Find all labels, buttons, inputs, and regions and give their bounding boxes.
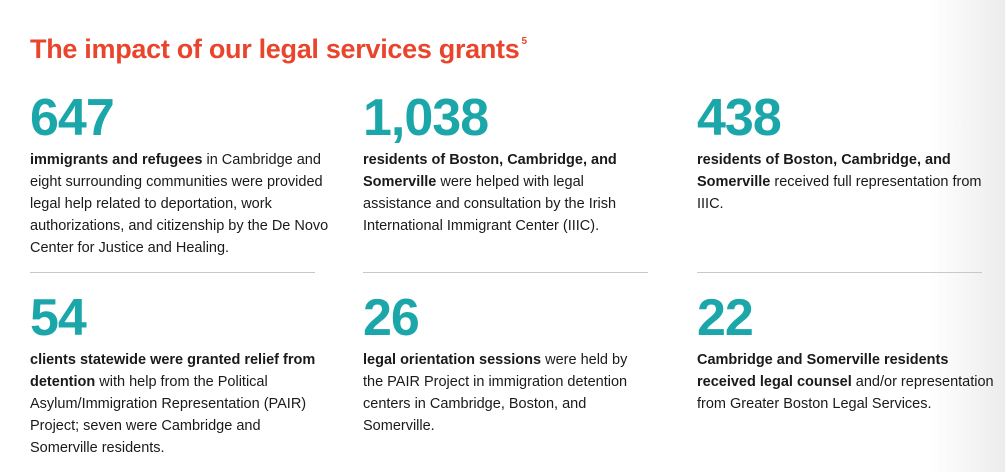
stat-text: were held by the PAIR Project in immigra… [363, 352, 628, 434]
stat-highlight: residents of Boston, Cambridge, and Some… [697, 152, 951, 190]
stat-number: 26 [363, 289, 420, 347]
stat-description: Cambridge and Somerville residents recei… [697, 349, 997, 415]
stat-number: 438 [697, 89, 782, 147]
stat-number: 22 [697, 289, 754, 347]
stat-description: residents of Boston, Cambridge, and Some… [363, 149, 638, 237]
stat-number: 647 [30, 89, 115, 147]
stat-description: clients statewide were granted relief fr… [30, 349, 330, 459]
stat: 647 immigrants and refugees in Cambridge … [30, 92, 330, 259]
stat-highlight: clients statewide were granted relief fr… [30, 352, 316, 390]
stat: 54 clients statewide were granted relief … [30, 292, 330, 459]
stat-text: and/or representation from Greater Bosto… [697, 374, 994, 412]
stat-number: 1,038 [363, 89, 489, 147]
title-text: The impact of our legal services grants [30, 34, 520, 64]
stat: 22 Cambridge and Somerville residents rec… [697, 292, 997, 415]
title: The impact of our legal services grants 5 [30, 34, 527, 65]
stat-text: received full representation from IIIC. [697, 174, 982, 212]
stat-description: immigrants and refugees in Cambridge and… [30, 149, 330, 259]
stat-highlight: residents of Boston, Cambridge, and Some… [363, 152, 617, 190]
divider [697, 272, 982, 273]
stat-description: legal orientation sessions were held by … [363, 349, 638, 437]
stat-description: residents of Boston, Cambridge, and Some… [697, 149, 997, 215]
divider [363, 272, 648, 273]
stat-text: were helped with legal assistance and co… [363, 174, 617, 234]
stat: 26 legal orientation sessions were held b… [363, 292, 638, 437]
divider [30, 272, 315, 273]
stat: 1,038 residents of Boston, Cambridge, and… [363, 92, 638, 237]
stat: 438 residents of Boston, Cambridge, and S… [697, 92, 997, 215]
stat-highlight: legal orientation sessions [363, 352, 542, 368]
stat-highlight: Cambridge and Somerville residents recei… [697, 352, 949, 390]
stat-highlight: immigrants and refugees [30, 152, 203, 168]
stat-text: in Cambridge and eight surrounding commu… [30, 152, 329, 256]
stat-number: 54 [30, 289, 87, 347]
stat-text: with help from the Political Asylum/Immi… [30, 374, 307, 456]
footnote-ref: 5 [521, 36, 527, 47]
